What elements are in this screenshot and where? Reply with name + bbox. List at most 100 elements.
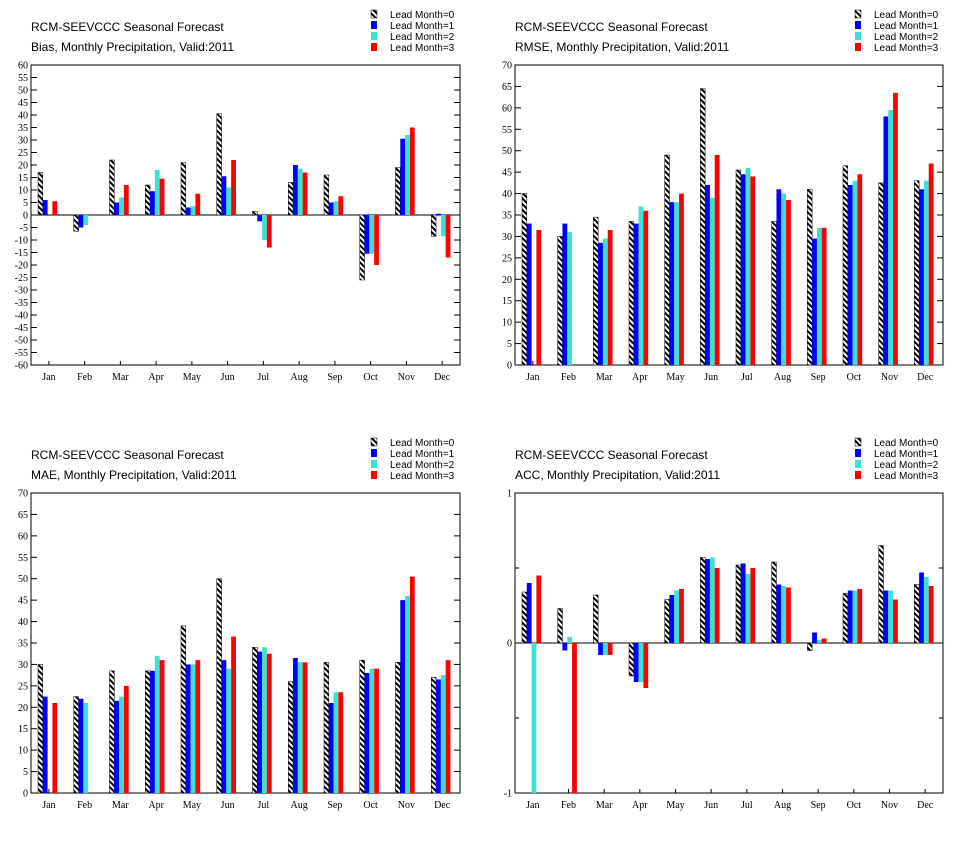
bar-may-lead-0	[664, 599, 670, 644]
bar-sep-lead-2	[333, 692, 339, 793]
y-tick-label: 35	[18, 639, 28, 650]
bar-oct-lead-2	[852, 590, 858, 643]
legend-label-lead-0: Lead Month=0	[390, 438, 455, 449]
y-tick-label: 25	[18, 681, 28, 692]
bar-jun-lead-3	[231, 160, 236, 215]
bar-nov-lead-0	[395, 662, 401, 794]
bar-sep-lead-0	[807, 189, 813, 366]
chart-title: RCM-SEEVCCC Seasonal Forecast	[515, 20, 708, 34]
bar-jun-lead-0	[216, 113, 222, 216]
bar-aug-lead-0	[771, 561, 777, 644]
legend-label-lead-0: Lead Month=0	[874, 10, 939, 21]
bar-may-lead-1	[185, 664, 191, 793]
chart-title: RCM-SEEVCCC Seasonal Forecast	[31, 20, 224, 34]
bar-mar-lead-0	[593, 216, 599, 366]
bar-nov-lead-1	[883, 116, 889, 365]
bar-apr-lead-0	[145, 184, 151, 216]
bar-oct-lead-0	[842, 593, 849, 644]
bar-jan-lead-0	[521, 591, 528, 644]
bar-mar-lead-1	[598, 643, 603, 655]
bar-dec-lead-2	[923, 180, 929, 365]
y-tick-label: 40	[18, 617, 28, 628]
y-tick-label: 5	[507, 339, 512, 350]
y-tick-label: 65	[18, 510, 28, 521]
bar-nov-lead-3	[409, 576, 415, 793]
bar-aug-lead-2	[781, 586, 787, 643]
bar-nov-lead-2	[405, 595, 410, 793]
bar-nov-lead-2	[405, 135, 410, 215]
bar-dec-lead-0	[431, 677, 437, 794]
bar-aug-lead-0	[288, 182, 294, 216]
bar-oct-lead-2	[369, 668, 375, 793]
bar-mar-lead-0	[109, 670, 115, 794]
x-tick-label-feb: Feb	[561, 800, 576, 811]
x-tick-label-jul: Jul	[258, 800, 270, 811]
legend-label-lead-1: Lead Month=1	[390, 21, 455, 32]
bar-aug-lead-3	[302, 172, 308, 215]
bar-jun-lead-0	[700, 557, 706, 644]
x-tick-label-mar: Mar	[596, 372, 613, 383]
bar-aug-lead-2	[297, 168, 303, 215]
bar-nov-lead-3	[893, 92, 898, 365]
bar-jun-lead-2	[226, 187, 232, 215]
y-tick-label: -25	[15, 273, 28, 284]
bar-feb-lead-2	[567, 232, 573, 365]
bar-jun-lead-0	[700, 88, 706, 366]
bar-mar-lead-3	[123, 685, 129, 793]
bar-oct-lead-3	[857, 174, 863, 365]
bar-jun-lead-3	[714, 155, 720, 365]
bar-jun-lead-1	[221, 176, 227, 215]
y-tick-label: 70	[18, 489, 28, 500]
bar-jan-lead-1	[42, 200, 48, 215]
bar-oct-lead-3	[857, 589, 863, 643]
y-tick-label: 65	[502, 82, 512, 93]
x-tick-label-may: May	[183, 800, 201, 811]
bar-dec-lead-2	[923, 577, 929, 643]
chart-subtitle: RMSE, Monthly Precipitation, Valid:2011	[515, 40, 730, 54]
bar-apr-lead-1	[150, 670, 155, 793]
bar-nov-lead-1	[883, 590, 889, 643]
y-tick-label: 45	[18, 98, 28, 109]
bar-mar-lead-3	[607, 230, 613, 365]
x-tick-label-mar: Mar	[596, 800, 613, 811]
x-tick-label-sep: Sep	[327, 372, 342, 383]
bar-may-lead-0	[180, 162, 187, 216]
legend-label-lead-3: Lead Month=3	[390, 471, 455, 482]
chart-subtitle: ACC, Monthly Precipitation, Valid:2011	[515, 468, 720, 482]
x-tick-label-apr: Apr	[148, 372, 164, 383]
bar-apr-lead-3	[159, 178, 165, 215]
bar-dec-lead-3	[445, 660, 451, 793]
legend-label-lead-0: Lead Month=0	[874, 438, 939, 449]
bar-jul-lead-2	[262, 215, 267, 240]
bar-aug-lead-1	[776, 584, 782, 643]
bar-jun-lead-2	[709, 197, 715, 365]
y-tick-label: 50	[18, 86, 28, 97]
bar-dec-lead-0	[914, 584, 920, 644]
x-tick-label-aug: Aug	[774, 372, 791, 383]
legend-swatch-lead-0	[370, 9, 378, 19]
bar-nov-lead-2	[888, 110, 894, 365]
bar-mar-lead-2	[119, 696, 124, 793]
y-tick-label: 40	[502, 189, 512, 200]
bar-jul-lead-0	[735, 564, 742, 644]
bar-jun-lead-2	[709, 557, 715, 643]
bar-feb-lead-0	[557, 236, 563, 366]
y-tick-label: 45	[502, 168, 512, 179]
x-tick-label-feb: Feb	[77, 372, 92, 383]
bar-aug-lead-2	[781, 193, 787, 365]
x-tick-label-apr: Apr	[148, 800, 164, 811]
x-tick-label-jul: Jul	[258, 372, 270, 383]
bar-nov-lead-2	[888, 590, 894, 643]
legend-label-lead-3: Lead Month=3	[874, 43, 939, 54]
bar-may-lead-1	[185, 207, 191, 215]
bar-apr-lead-3	[643, 643, 649, 688]
bar-apr-lead-2	[154, 655, 160, 793]
y-tick-label: 50	[502, 146, 512, 157]
x-tick-label-dec: Dec	[917, 372, 934, 383]
bar-dec-lead-3	[445, 215, 451, 258]
bar-oct-lead-0	[842, 165, 849, 366]
bar-dec-lead-1	[436, 679, 441, 793]
bar-jul-lead-2	[745, 167, 751, 365]
legend-swatch-lead-0	[854, 9, 862, 19]
bar-oct-lead-2	[852, 180, 858, 365]
